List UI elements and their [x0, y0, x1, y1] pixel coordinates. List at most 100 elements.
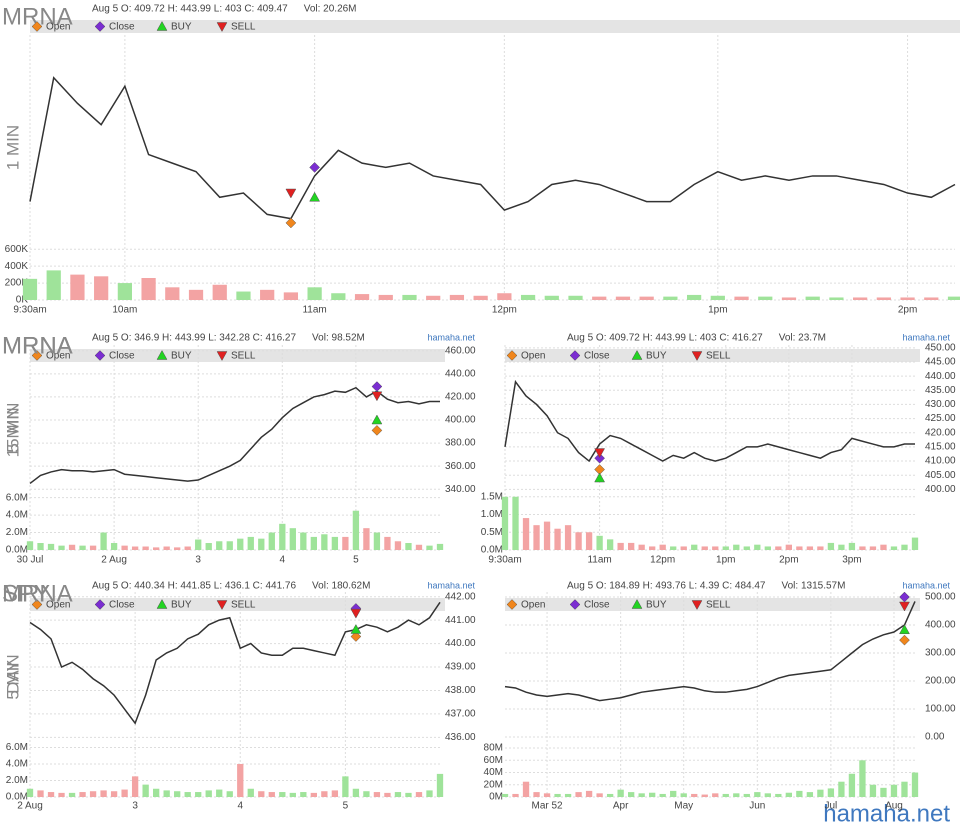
volume-bar: [838, 544, 845, 550]
volume-bar: [68, 792, 76, 797]
legend-bar: [505, 598, 920, 611]
x-tick-label: 1pm: [716, 555, 735, 566]
volume-tick-label: 0.0M: [6, 792, 28, 803]
trade-marker: [594, 448, 606, 459]
volume-tick-label: 40M: [484, 767, 503, 778]
volume-tick-label: 80M: [484, 743, 503, 754]
volume-bar: [606, 793, 614, 797]
volume-bar: [585, 790, 593, 797]
y-tick-label: 500.00: [925, 592, 956, 603]
volume-bar: [436, 543, 444, 550]
legend-label: Close: [109, 22, 135, 33]
y-tick-label: 340.00: [445, 484, 476, 495]
y-tick-label: 200.00: [925, 676, 956, 687]
volume-bar: [205, 790, 212, 797]
volume-bar: [307, 287, 322, 300]
volume-bar: [743, 546, 750, 550]
y-tick-label: 415.00: [925, 442, 956, 453]
volume-bar: [363, 528, 370, 550]
y-axis-label: 1 MIN: [3, 125, 22, 170]
volume-bar: [268, 792, 275, 797]
volume-bar: [402, 294, 417, 300]
volume-tick-label: 6.0M: [6, 742, 28, 753]
info: Aug 5 O: 409.72 H: 443.99 L: 403 C: 409.…: [92, 4, 288, 15]
volume-info: Vol: 98.52M: [312, 333, 365, 344]
legend-label: SELL: [231, 22, 256, 33]
volume-bar: [638, 544, 645, 550]
volume-bar: [247, 788, 254, 797]
legend-label: SELL: [706, 351, 731, 362]
volume-bar: [260, 289, 275, 300]
trade-marker: [899, 624, 910, 635]
volume-bar: [289, 528, 296, 550]
volume-tick-label: 6.0M: [6, 492, 28, 503]
x-tick-label: Aug: [885, 801, 903, 812]
y-tick-label: 436.00: [445, 732, 476, 743]
volume-bar: [258, 538, 265, 550]
legend-label: BUY: [646, 600, 667, 611]
volume-bar: [449, 294, 465, 300]
volume-bar: [184, 546, 191, 550]
legend-label: Open: [46, 600, 70, 611]
x-tick-label: 5: [343, 801, 349, 812]
volume-bar: [373, 792, 381, 797]
volume-bar: [712, 793, 719, 797]
volume-bar: [331, 536, 339, 550]
legend-bar: [30, 598, 445, 611]
volume-bar: [121, 545, 128, 550]
legend-label: SELL: [231, 600, 256, 611]
x-tick-label: 3: [132, 801, 138, 812]
trade-marker: [371, 414, 383, 425]
y-tick-label: 450.00: [925, 342, 956, 353]
volume-bar: [354, 294, 370, 300]
trade-marker: [371, 425, 383, 436]
trade-marker: [350, 608, 362, 619]
trade-marker: [371, 381, 383, 392]
legend-bar: [505, 349, 920, 362]
volume-bar: [205, 543, 212, 550]
volume-bar: [701, 546, 708, 550]
volume-bar: [195, 792, 202, 797]
volume-tick-label: 2.0M: [6, 527, 28, 538]
volume-bar: [606, 539, 614, 550]
volume-bar: [520, 294, 536, 300]
volume-bar: [670, 790, 677, 797]
trade-marker: [309, 162, 320, 173]
volume-bar: [764, 793, 771, 797]
volume-bar: [911, 537, 919, 550]
volume-bar: [405, 792, 412, 797]
x-tick-label: 12pm: [650, 555, 675, 566]
volume-bar: [394, 541, 402, 550]
x-tick-label: 1pm: [708, 305, 727, 316]
volume-bar: [247, 536, 254, 550]
volume-bar: [596, 535, 603, 550]
volume-bar: [436, 773, 444, 797]
legend-bar: [30, 20, 960, 33]
y-tick-label: 420.00: [445, 392, 476, 403]
volume-bar: [848, 773, 856, 797]
volume-bar: [94, 276, 109, 300]
volume-bar: [564, 525, 572, 550]
x-tick-label: 30 Jul: [17, 555, 44, 566]
info: Aug 5 O: 184.89 H: 493.76 L: 4.39 C: 484…: [567, 581, 766, 592]
volume-bar: [342, 776, 349, 797]
legend-swatch: [94, 21, 106, 32]
volume-bar: [710, 295, 725, 300]
volume-bar: [79, 792, 86, 797]
volume-bar: [174, 547, 181, 550]
volume-bar: [764, 546, 771, 550]
volume-bar: [585, 532, 593, 550]
volume-bar: [415, 544, 423, 550]
volume-bar: [575, 532, 582, 550]
y-axis-label: 15 MIN: [3, 403, 22, 458]
volume-info: Vol: 20.26M: [304, 4, 357, 15]
volume-bar: [639, 296, 654, 300]
volume-bar: [900, 297, 915, 300]
volume-bar: [47, 792, 55, 797]
volume-bar: [670, 546, 677, 550]
volume-bar: [405, 543, 412, 550]
site-label: hamaha.net: [427, 332, 475, 342]
legend-swatch: [156, 349, 168, 360]
y-tick-label: 439.00: [445, 662, 476, 673]
volume-bar: [876, 297, 891, 300]
